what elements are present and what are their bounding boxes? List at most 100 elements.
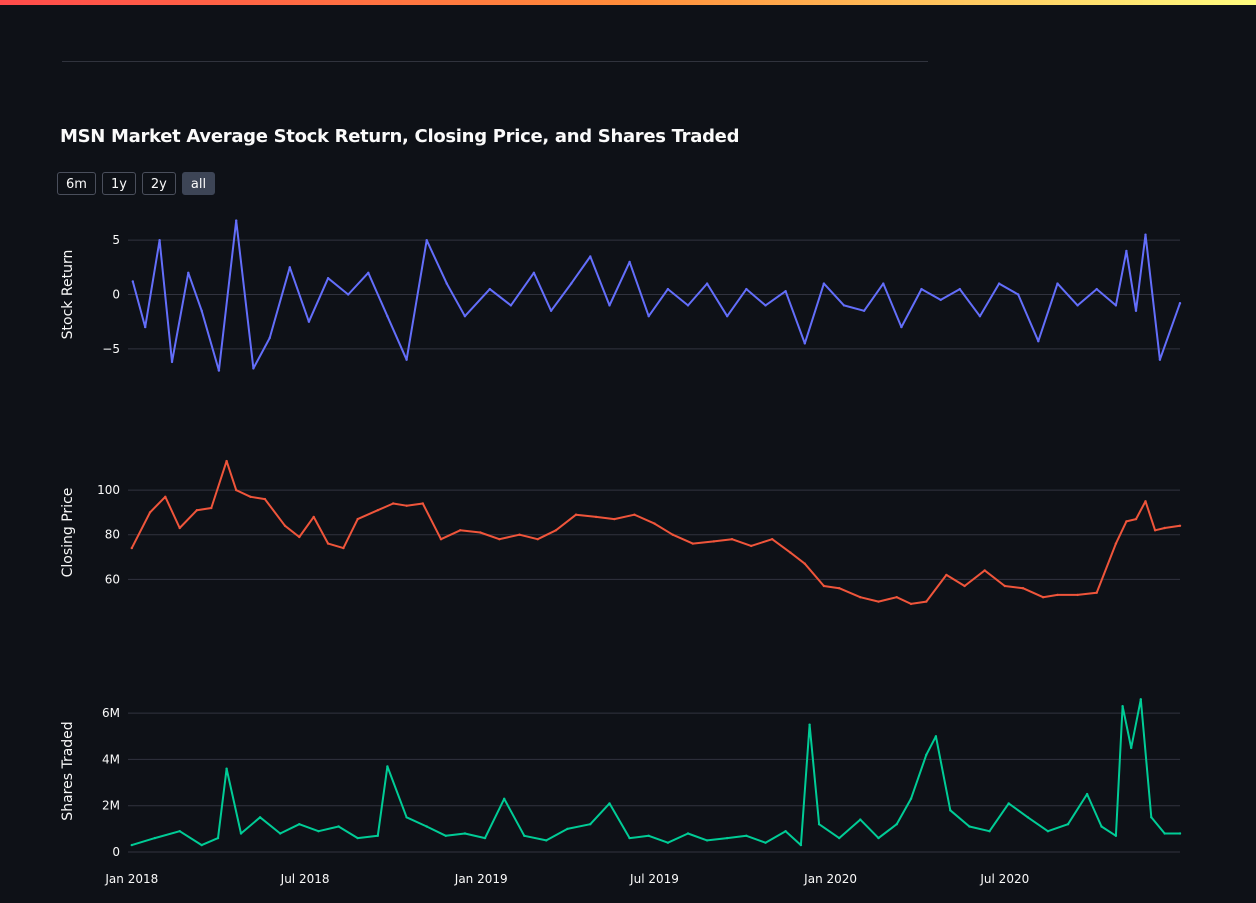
volume-point	[444, 834, 447, 837]
price-point	[356, 517, 359, 521]
price-point	[498, 538, 501, 541]
range-button-all[interactable]: all	[181, 172, 216, 195]
return-point	[1095, 287, 1098, 291]
return-point	[745, 287, 748, 291]
volume-point	[745, 834, 748, 837]
price-point	[925, 600, 928, 603]
y-tick-label: −5	[102, 342, 120, 356]
volume-point	[666, 841, 670, 844]
price-point	[148, 511, 152, 514]
range-button-2y[interactable]: 2y	[141, 172, 176, 195]
range-button-6m[interactable]: 6m	[57, 172, 96, 195]
volume-point	[463, 832, 467, 835]
price-point	[392, 502, 395, 505]
price-point	[574, 513, 578, 516]
x-tick-label: Jul 2019	[629, 872, 679, 886]
price-point	[405, 504, 408, 507]
price-point	[1076, 593, 1079, 597]
volume-point	[817, 823, 821, 826]
return-point	[532, 271, 536, 274]
return-point	[726, 315, 729, 318]
return-point	[1076, 304, 1079, 307]
return-point	[666, 287, 670, 291]
y-tick-label: 60	[105, 572, 120, 586]
volume-point	[877, 836, 880, 840]
price-point	[963, 584, 966, 588]
price-point	[225, 459, 228, 463]
price-point	[1144, 500, 1147, 503]
price-point	[789, 551, 792, 554]
price-point	[554, 529, 558, 532]
x-tick-label: Jan 2020	[803, 872, 857, 886]
x-tick-label: Jan 2019	[454, 872, 508, 886]
volume-point	[895, 823, 898, 826]
return-point	[939, 298, 942, 302]
return-point	[686, 304, 690, 307]
volume-point	[1026, 816, 1030, 819]
y-tick-label: 5	[112, 233, 120, 247]
price-point	[342, 546, 345, 550]
return-point	[347, 293, 350, 296]
price-point	[594, 515, 598, 519]
price-point	[983, 569, 986, 572]
price-point	[376, 509, 379, 512]
price-point	[771, 538, 774, 541]
range-button-1y[interactable]: 1y	[101, 172, 136, 195]
return-point	[1037, 340, 1040, 343]
return-point	[958, 287, 961, 291]
price-point	[195, 509, 199, 512]
volume-point	[968, 825, 971, 828]
price-point	[613, 517, 616, 521]
return-point	[235, 219, 238, 222]
price-point	[518, 533, 521, 536]
price-point	[653, 522, 656, 525]
price-point	[459, 529, 462, 532]
return-point	[628, 260, 631, 264]
volume-point	[705, 839, 709, 842]
price-point	[1056, 593, 1059, 597]
return-point	[1114, 304, 1118, 307]
price-point	[479, 531, 482, 534]
price-point	[877, 600, 880, 603]
return-point	[920, 287, 923, 291]
return-point	[978, 315, 982, 318]
y-tick-label: 0	[112, 845, 120, 859]
price-point	[712, 540, 715, 543]
volume-point	[1085, 792, 1089, 796]
y-axis-title: Stock Return	[60, 250, 76, 340]
volume-point	[608, 802, 611, 805]
volume-point	[909, 797, 913, 800]
chart-title: MSN Market Average Stock Return, Closing…	[60, 126, 740, 147]
return-point	[288, 266, 291, 269]
price-point	[421, 502, 424, 505]
section-divider	[62, 61, 928, 62]
volume-point	[376, 834, 379, 837]
return-point	[252, 367, 255, 370]
price-point	[838, 587, 841, 590]
return-point	[608, 304, 611, 307]
return-point	[144, 325, 147, 329]
return-point	[488, 287, 491, 291]
return-point	[367, 271, 370, 274]
volume-point	[784, 830, 787, 833]
return-point	[784, 290, 787, 293]
return-point	[445, 282, 448, 285]
return-point	[217, 369, 221, 372]
volume-point	[503, 797, 506, 800]
volume-point	[566, 827, 569, 831]
volume-point	[1114, 834, 1118, 837]
return-point	[997, 282, 1001, 285]
return-point	[1158, 358, 1162, 361]
return-point	[463, 315, 467, 318]
price-point	[803, 562, 806, 565]
price-point	[1095, 591, 1098, 594]
volume-point	[298, 823, 301, 826]
x-tick-label: Jan 2018	[104, 872, 158, 886]
return-point	[425, 239, 428, 242]
return-point	[1178, 302, 1182, 305]
return-point	[1017, 293, 1020, 296]
price-point	[691, 542, 694, 545]
price-point	[1021, 587, 1025, 590]
return-point	[842, 304, 846, 307]
